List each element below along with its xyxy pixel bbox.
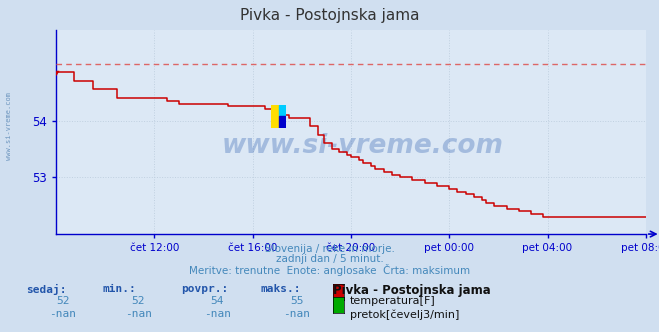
Text: Pivka - Postojnska jama: Pivka - Postojnska jama [240, 8, 419, 23]
Text: temperatura[F]: temperatura[F] [350, 296, 436, 306]
Text: www.si-vreme.com: www.si-vreme.com [5, 92, 12, 160]
Text: pretok[čevelj3/min]: pretok[čevelj3/min] [350, 309, 459, 320]
Text: zadnji dan / 5 minut.: zadnji dan / 5 minut. [275, 254, 384, 264]
Text: -nan: -nan [204, 309, 231, 319]
Text: 54: 54 [211, 296, 224, 306]
Text: -nan: -nan [283, 309, 310, 319]
Polygon shape [279, 105, 286, 116]
Text: min.:: min.: [102, 284, 136, 294]
Polygon shape [279, 116, 286, 128]
Text: 52: 52 [132, 296, 145, 306]
Text: 52: 52 [56, 296, 69, 306]
Polygon shape [272, 105, 279, 128]
Text: www.si-vreme.com: www.si-vreme.com [221, 133, 503, 159]
Text: maks.:: maks.: [260, 284, 301, 294]
Text: -nan: -nan [49, 309, 76, 319]
Text: Slovenija / reke in morje.: Slovenija / reke in morje. [264, 244, 395, 254]
Text: povpr.:: povpr.: [181, 284, 229, 294]
Text: 55: 55 [290, 296, 303, 306]
Text: -nan: -nan [125, 309, 152, 319]
Text: Pivka - Postojnska jama: Pivka - Postojnska jama [333, 284, 490, 297]
Text: Meritve: trenutne  Enote: anglosake  Črta: maksimum: Meritve: trenutne Enote: anglosake Črta:… [189, 264, 470, 276]
Text: sedaj:: sedaj: [26, 284, 67, 295]
